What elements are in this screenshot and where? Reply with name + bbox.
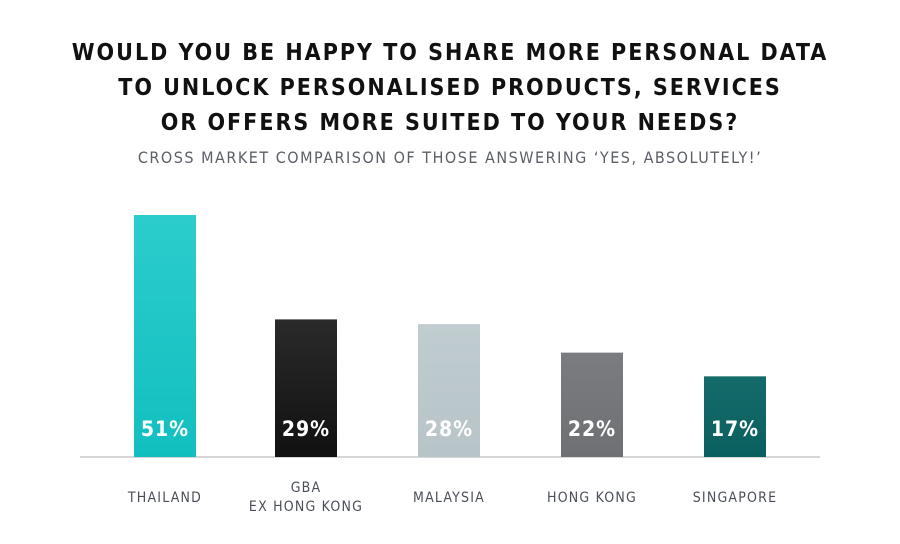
bar-gba-ex-hong-kong [275,319,337,457]
value-label: 51% [141,417,189,441]
title-line-3: OR OFFERS MORE SUITED TO YOUR NEEDS? [160,110,740,136]
category-label: EX HONG KONG [249,499,363,515]
bar-malaysia [418,324,480,457]
bar-singapore [704,376,766,457]
title-line-1: WOULD YOU BE HAPPY TO SHARE MORE PERSONA… [71,40,829,66]
category-label: SINGAPORE [693,490,778,506]
bar-thailand [134,215,196,457]
title-line-2: TO UNLOCK PERSONALISED PRODUCTS, SERVICE… [118,75,782,101]
category-label: HONG KONG [547,490,637,506]
bar-hong-kong [561,352,623,457]
value-label: 22% [568,417,616,441]
chart-title: WOULD YOU BE HAPPY TO SHARE MORE PERSONA… [0,36,900,141]
category-label: GBA [291,480,322,496]
category-label: MALAYSIA [413,490,485,506]
value-label: 17% [711,417,759,441]
value-labels-group: 51% 29% 28% 22% 17% [141,417,759,441]
category-label: THAILAND [127,490,202,506]
chart-subtitle: CROSS MARKET COMPARISON OF THOSE ANSWERI… [137,148,763,167]
value-label: 29% [282,417,330,441]
bars-group [134,215,766,457]
category-labels-group: THAILAND GBA EX HONG KONG MALAYSIA HONG KONG… [127,480,778,515]
value-label: 28% [425,417,473,441]
